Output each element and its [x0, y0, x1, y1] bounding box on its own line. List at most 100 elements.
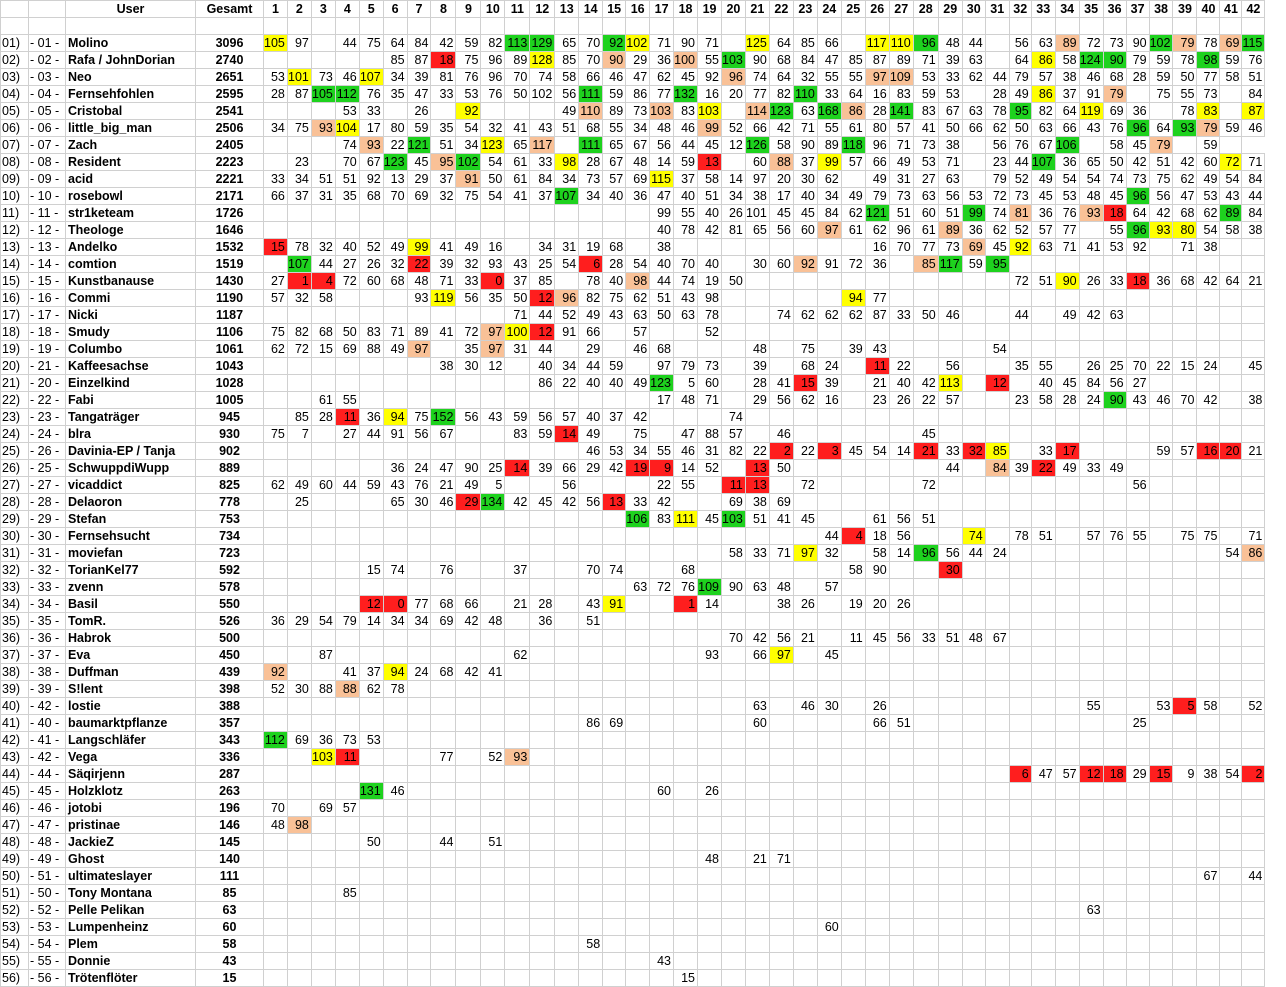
- week-32-score-cell[interactable]: 79: [1008, 68, 1032, 86]
- week-13-score-cell[interactable]: 42: [554, 493, 580, 511]
- week-7-score-cell[interactable]: 22: [406, 255, 432, 273]
- week-22-score-cell[interactable]: [768, 748, 794, 766]
- week-6-score-cell[interactable]: [382, 833, 408, 851]
- week-2-score-cell[interactable]: 29: [286, 612, 312, 630]
- week-4-score-cell[interactable]: [334, 357, 360, 375]
- user-name-cell[interactable]: Einzelkind: [65, 374, 196, 392]
- week-31-score-cell[interactable]: [984, 731, 1010, 749]
- week-2-score-cell[interactable]: 34: [286, 170, 312, 188]
- user-name-cell[interactable]: Basil: [65, 595, 196, 613]
- week-8-score-cell[interactable]: [430, 544, 457, 562]
- week-1-score-cell[interactable]: 57: [263, 289, 288, 307]
- week-9-score-cell[interactable]: [455, 629, 482, 647]
- week-36-score-cell[interactable]: 63: [1102, 306, 1127, 324]
- week-12-score-cell[interactable]: [529, 969, 556, 987]
- week-4-score-cell[interactable]: 74: [334, 136, 360, 154]
- week-35-score-cell[interactable]: [1078, 663, 1104, 681]
- week-5-score-cell[interactable]: [358, 289, 384, 307]
- week-42-score-cell[interactable]: [1241, 714, 1266, 732]
- week-36-score-cell[interactable]: [1102, 833, 1127, 851]
- week-24-score-cell[interactable]: [816, 714, 842, 732]
- week-35-score-cell[interactable]: 26: [1078, 357, 1104, 375]
- week-8-score-cell[interactable]: [430, 714, 457, 732]
- week-25-score-cell[interactable]: 55: [840, 68, 866, 86]
- week-39-score-cell[interactable]: [1172, 544, 1198, 562]
- header-week-14[interactable]: 14: [578, 0, 604, 18]
- week-18-score-cell[interactable]: 83: [673, 102, 699, 120]
- week-2-score-cell[interactable]: [286, 578, 312, 596]
- week-19-score-cell[interactable]: 78: [697, 306, 723, 324]
- week-19-score-cell[interactable]: 26: [697, 782, 723, 800]
- empty-cell[interactable]: [286, 17, 312, 35]
- week-4-score-cell[interactable]: 104: [334, 119, 360, 137]
- week-27-score-cell[interactable]: 83: [888, 85, 914, 103]
- week-36-score-cell[interactable]: 33: [1102, 272, 1127, 290]
- week-5-score-cell[interactable]: 12: [358, 595, 384, 613]
- user-name-cell[interactable]: blra: [65, 425, 196, 443]
- week-3-score-cell[interactable]: 32: [310, 238, 336, 256]
- week-26-score-cell[interactable]: [864, 646, 890, 664]
- rank-cell[interactable]: 46): [0, 799, 29, 817]
- week-10-score-cell[interactable]: [480, 595, 506, 613]
- week-14-score-cell[interactable]: 6: [578, 255, 604, 273]
- week-33-score-cell[interactable]: [1030, 578, 1056, 596]
- week-38-score-cell[interactable]: [1148, 680, 1174, 698]
- week-17-score-cell[interactable]: 55: [649, 442, 675, 460]
- user-name-cell[interactable]: Plem: [65, 935, 196, 953]
- week-23-score-cell[interactable]: 85: [792, 34, 818, 52]
- week-8-score-cell[interactable]: 46: [430, 493, 457, 511]
- week-20-score-cell[interactable]: [721, 731, 746, 749]
- week-24-score-cell[interactable]: 24: [816, 357, 842, 375]
- rank-cell[interactable]: 21): [0, 374, 29, 392]
- week-11-score-cell[interactable]: 71: [504, 306, 531, 324]
- week-8-score-cell[interactable]: 18: [430, 51, 457, 69]
- week-37-score-cell[interactable]: 64: [1125, 204, 1150, 222]
- week-25-score-cell[interactable]: 45: [840, 442, 866, 460]
- week-31-score-cell[interactable]: [984, 425, 1010, 443]
- week-37-score-cell[interactable]: [1125, 952, 1150, 970]
- week-34-score-cell[interactable]: 45: [1054, 374, 1080, 392]
- user-name-cell[interactable]: Kunstbanause: [65, 272, 196, 290]
- week-35-score-cell[interactable]: 41: [1078, 238, 1104, 256]
- week-30-score-cell[interactable]: [961, 493, 986, 511]
- week-15-score-cell[interactable]: 65: [602, 136, 627, 154]
- week-17-score-cell[interactable]: [649, 612, 675, 630]
- week-14-score-cell[interactable]: [578, 782, 604, 800]
- week-17-score-cell[interactable]: [649, 833, 675, 851]
- week-8-score-cell[interactable]: [430, 646, 457, 664]
- week-6-score-cell[interactable]: [382, 510, 408, 528]
- week-30-score-cell[interactable]: [961, 153, 986, 171]
- week-19-score-cell[interactable]: [697, 714, 723, 732]
- week-10-score-cell[interactable]: [480, 952, 506, 970]
- total-score-cell[interactable]: 825: [195, 476, 264, 494]
- week-21-score-cell[interactable]: [744, 901, 770, 919]
- week-42-score-cell[interactable]: [1241, 238, 1266, 256]
- week-35-score-cell[interactable]: [1078, 731, 1104, 749]
- week-5-score-cell[interactable]: [358, 629, 384, 647]
- week-17-score-cell[interactable]: 56: [649, 136, 675, 154]
- user-name-cell[interactable]: Davinia-EP / Tanja: [65, 442, 196, 460]
- week-12-score-cell[interactable]: 45: [529, 493, 556, 511]
- week-15-score-cell[interactable]: [602, 799, 627, 817]
- week-1-score-cell[interactable]: 36: [263, 612, 288, 630]
- week-2-score-cell[interactable]: [286, 969, 312, 987]
- week-20-score-cell[interactable]: [721, 816, 746, 834]
- week-26-score-cell[interactable]: 16: [864, 238, 890, 256]
- rank-cell[interactable]: 11): [0, 204, 29, 222]
- week-25-score-cell[interactable]: 19: [840, 595, 866, 613]
- week-1-score-cell[interactable]: [263, 918, 288, 936]
- week-32-score-cell[interactable]: 39: [1008, 459, 1032, 477]
- week-27-score-cell[interactable]: 110: [888, 34, 914, 52]
- week-18-score-cell[interactable]: 37: [673, 170, 699, 188]
- week-22-score-cell[interactable]: 68: [768, 51, 794, 69]
- week-31-score-cell[interactable]: [984, 476, 1010, 494]
- week-39-score-cell[interactable]: 68: [1172, 204, 1198, 222]
- week-39-score-cell[interactable]: [1172, 306, 1198, 324]
- rank-cell[interactable]: 30): [0, 527, 29, 545]
- week-19-score-cell[interactable]: 48: [697, 850, 723, 868]
- week-24-score-cell[interactable]: [816, 748, 842, 766]
- week-21-score-cell[interactable]: [744, 731, 770, 749]
- week-23-score-cell[interactable]: [792, 663, 818, 681]
- week-32-score-cell[interactable]: [1008, 374, 1032, 392]
- week-25-score-cell[interactable]: 72: [840, 255, 866, 273]
